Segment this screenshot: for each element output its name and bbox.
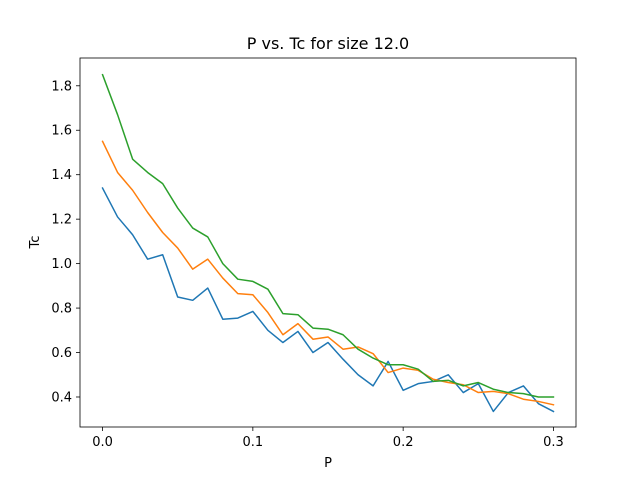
y-tick-label: 1.8	[51, 79, 72, 94]
x-tick-label: 0.3	[543, 435, 564, 450]
y-axis-label: Tc	[28, 236, 43, 250]
x-axis-ticks: 0.0 0.1 0.2 0.3	[92, 427, 564, 450]
y-tick-label: 0.6	[51, 346, 72, 361]
y-axis-ticks: 0.4 0.6 0.8 1.0 1.2 1.4 1.6 1.8	[51, 79, 80, 405]
series-line-1	[101, 187, 555, 413]
y-tick-label: 1.0	[51, 257, 72, 272]
y-tick-label: 0.8	[51, 302, 72, 317]
x-tick-label: 0.0	[92, 435, 113, 450]
series-group	[101, 73, 555, 413]
x-tick-label: 0.2	[393, 435, 414, 450]
y-tick-label: 0.4	[51, 390, 72, 405]
x-tick-label: 0.1	[243, 435, 264, 450]
y-tick-label: 1.2	[51, 213, 72, 228]
series-line-2	[101, 140, 555, 406]
series-line-3	[101, 73, 555, 398]
y-tick-label: 1.6	[51, 124, 72, 139]
chart-title: P vs. Tc for size 12.0	[247, 34, 409, 53]
y-tick-label: 1.4	[51, 168, 72, 183]
x-axis-label: P	[324, 456, 332, 471]
plot-frame	[79, 57, 577, 428]
